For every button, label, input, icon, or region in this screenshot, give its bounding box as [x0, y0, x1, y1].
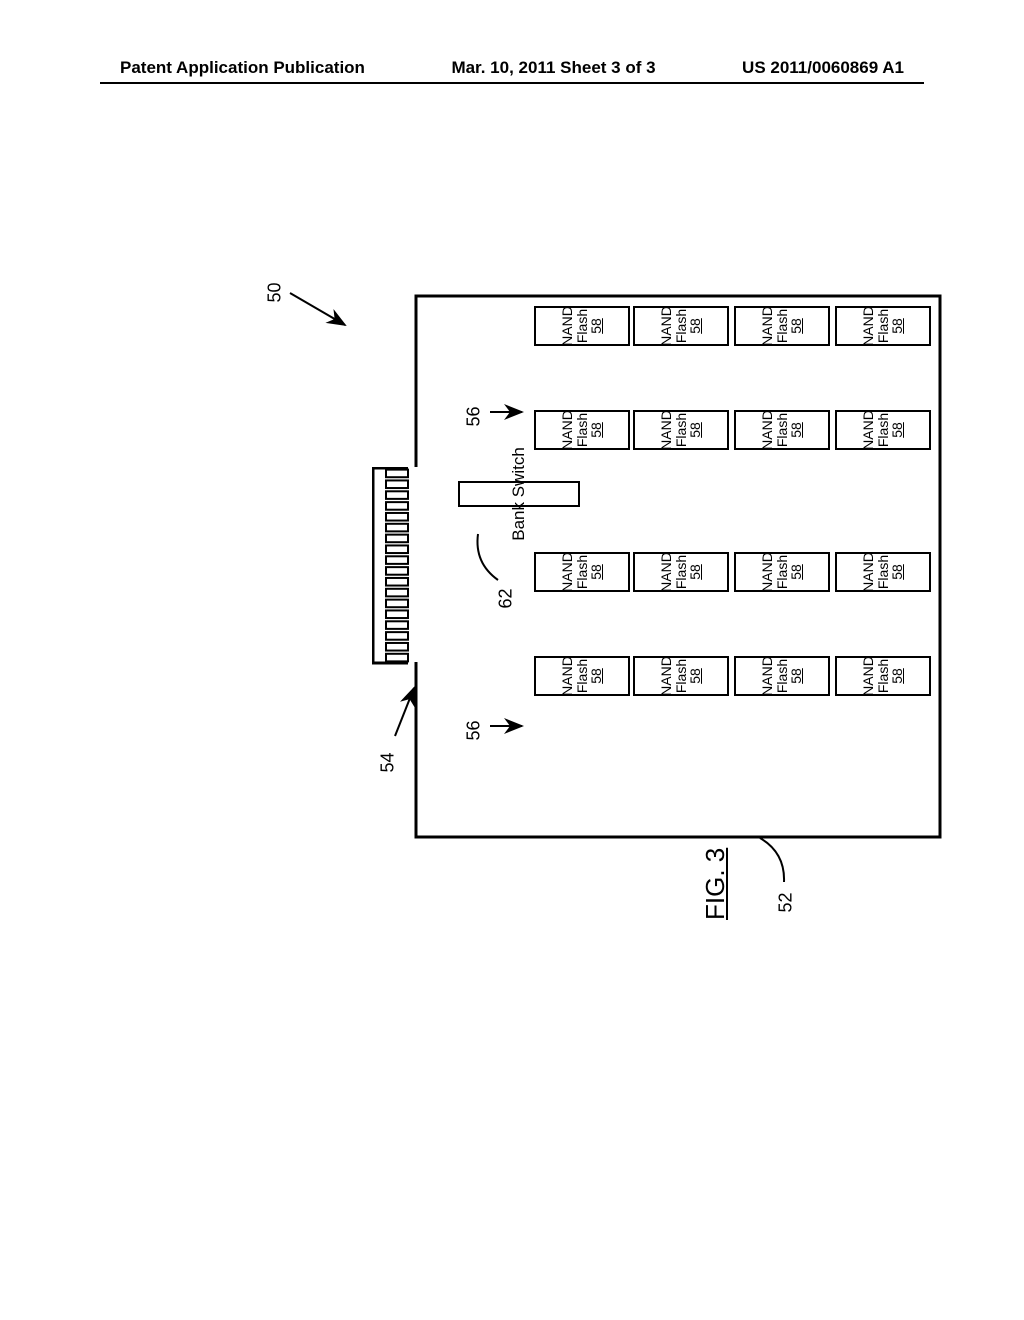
header-left: Patent Application Publication — [120, 58, 365, 78]
header-rule — [100, 82, 924, 84]
drawing-area: NANDFlash58NANDFlash58NANDFlash58NANDFla… — [60, 150, 920, 1170]
header-center: Mar. 10, 2011 Sheet 3 of 3 — [451, 58, 655, 78]
header-right: US 2011/0060869 A1 — [742, 58, 904, 78]
figure-label: FIG. 3 — [700, 848, 731, 920]
page-header: Patent Application Publication Mar. 10, … — [0, 58, 1024, 78]
patent-page: Patent Application Publication Mar. 10, … — [0, 0, 1024, 1320]
leader-lines — [60, 150, 960, 970]
